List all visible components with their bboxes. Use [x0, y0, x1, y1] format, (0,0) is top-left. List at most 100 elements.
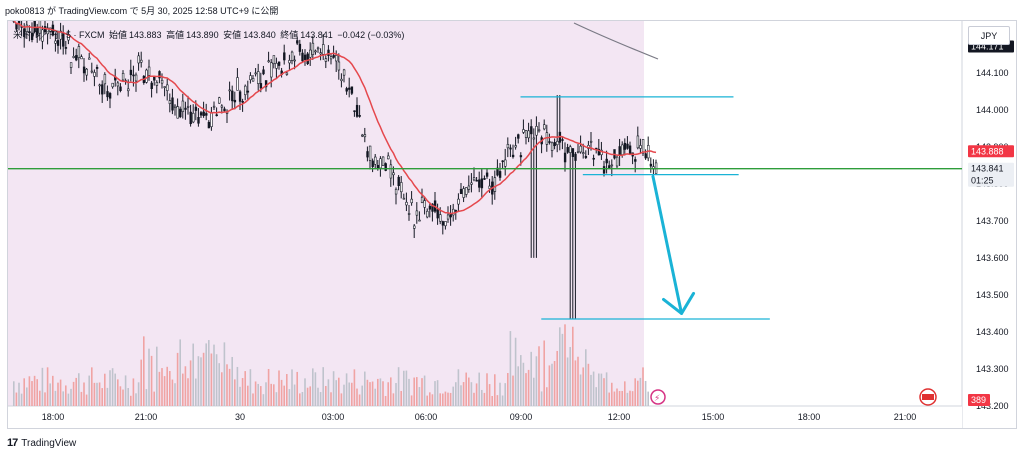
candle-body: [106, 91, 109, 98]
candle-body: [207, 121, 211, 129]
volume-bar: [468, 377, 470, 406]
candle-body: [254, 72, 257, 75]
volume-bar: [140, 359, 142, 406]
volume-bar: [598, 373, 600, 406]
candle-body: [231, 90, 234, 102]
candle-body: [537, 129, 541, 132]
candle-body: [472, 177, 476, 181]
candle-body: [509, 147, 512, 150]
candle-body: [530, 126, 533, 135]
volume-bar: [62, 391, 64, 406]
candle-body: [244, 85, 247, 96]
candle-body: [441, 221, 445, 226]
volume-bar: [637, 380, 639, 406]
candle-body: [498, 171, 502, 178]
candle-body: [342, 69, 346, 76]
candle-body: [46, 27, 49, 35]
legend-open-label: 始値: [109, 30, 128, 40]
volume-bar: [540, 391, 543, 406]
volume-bar: [130, 395, 132, 406]
volume-bar: [387, 382, 389, 406]
candle-body: [405, 201, 408, 206]
candle-body: [506, 144, 510, 149]
candle-body: [602, 166, 606, 174]
candle-body: [41, 29, 44, 42]
chart-canvas[interactable]: 144.100144.000143.900143.800143.700143.6…: [8, 21, 1016, 428]
candle-body: [267, 60, 270, 63]
candle-body: [610, 164, 614, 167]
candle-body: [72, 56, 75, 58]
volume-bar: [413, 377, 415, 406]
volume-bar: [564, 324, 566, 406]
candle-body: [504, 159, 507, 167]
volume-bar: [520, 355, 522, 406]
volume-bar: [166, 366, 168, 406]
volume-bar: [390, 377, 392, 406]
volume-bar: [169, 371, 171, 406]
volume-bar: [171, 379, 174, 406]
candle-body: [457, 198, 460, 205]
volume-bar: [286, 374, 288, 406]
y-tick-label: 144.100: [976, 68, 1009, 78]
volume-bar: [148, 348, 150, 406]
candle-body: [340, 78, 343, 82]
candle-body: [192, 112, 195, 123]
candle-body: [238, 91, 242, 102]
forecast-arrow-head: [662, 291, 696, 315]
volume-bar: [192, 343, 194, 406]
volume-bar: [23, 378, 25, 406]
us-flag-stripes: [922, 394, 934, 400]
legend-symbol[interactable]: 米ドル／円 · 5 · FXCM: [13, 30, 105, 40]
volume-bar: [551, 363, 553, 406]
candle-body: [410, 198, 413, 204]
x-tick-label: 30: [235, 412, 245, 422]
volume-bar: [608, 392, 610, 406]
volume-bar: [538, 346, 540, 406]
volume-bar: [137, 382, 140, 406]
volume-bar: [156, 346, 158, 406]
candle-body: [605, 158, 608, 164]
volume-bar: [265, 382, 267, 406]
candle-body: [535, 126, 538, 136]
volume-bar: [88, 375, 90, 406]
candle-body: [90, 70, 94, 73]
volume-bar: [299, 393, 301, 406]
volume-bar: [13, 381, 15, 406]
candle-body: [415, 210, 419, 216]
volume-bar: [213, 344, 215, 406]
candle-body: [407, 213, 411, 215]
volume-bar: [293, 384, 296, 406]
price-axis: [962, 21, 1016, 428]
volume-bar: [434, 381, 436, 406]
candle-body: [30, 32, 34, 40]
candle-body: [127, 88, 130, 92]
volume-bar: [247, 385, 249, 406]
candle-body: [428, 205, 432, 210]
candle-body: [176, 106, 179, 119]
candle-body: [561, 139, 564, 141]
candle-body: [483, 178, 486, 180]
currency-button[interactable]: JPY: [968, 26, 1010, 45]
candle-body: [493, 177, 497, 192]
volume-bar: [72, 381, 75, 406]
volume-bar: [215, 354, 218, 406]
volume-bar: [325, 385, 327, 406]
volume-bar: [486, 373, 488, 406]
volume-bar: [124, 375, 127, 406]
volume-bar: [546, 387, 548, 406]
volume-bar: [543, 340, 545, 406]
candle-body: [327, 49, 330, 56]
volume-bar: [309, 386, 311, 406]
candle-body: [389, 164, 393, 179]
candle-body: [275, 62, 278, 69]
volume-bar: [163, 376, 166, 406]
candle-body: [348, 87, 351, 90]
candle-body: [636, 135, 640, 149]
price-label: 143.888: [971, 146, 1004, 156]
chart-frame[interactable]: 144.100144.000143.900143.800143.700143.6…: [7, 20, 1017, 429]
volume-bar: [395, 383, 397, 406]
volume-bar: [452, 386, 454, 406]
candle-body: [145, 69, 148, 83]
candle-body: [129, 69, 133, 76]
legend-close-value: 143.841: [300, 30, 333, 40]
